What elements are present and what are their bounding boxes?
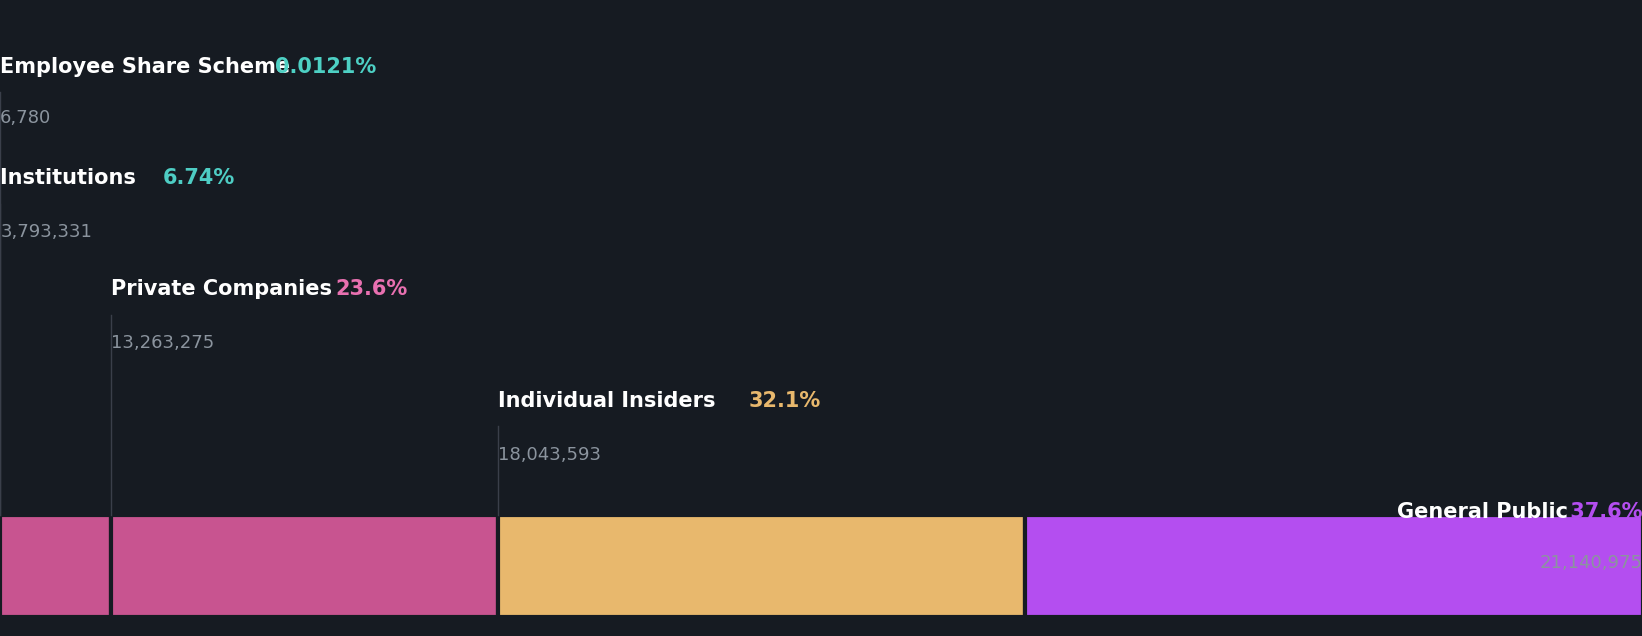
Text: Employee Share Scheme: Employee Share Scheme (0, 57, 297, 77)
Text: 32.1%: 32.1% (749, 391, 821, 411)
Text: 6.74%: 6.74% (163, 168, 235, 188)
Text: 37.6%: 37.6% (1563, 502, 1642, 522)
Text: 21,140,975: 21,140,975 (1540, 554, 1642, 572)
Text: Private Companies: Private Companies (112, 279, 340, 300)
Text: Individual Insiders: Individual Insiders (499, 391, 722, 411)
Text: 6,780: 6,780 (0, 109, 51, 127)
Text: General Public: General Public (1397, 502, 1568, 522)
Bar (499, 515, 1026, 617)
Text: 0.0121%: 0.0121% (274, 57, 376, 77)
Bar (112, 515, 499, 617)
Text: 18,043,593: 18,043,593 (499, 446, 601, 464)
Text: 3,793,331: 3,793,331 (0, 223, 92, 241)
Text: 23.6%: 23.6% (337, 279, 409, 300)
Bar (1026, 515, 1642, 617)
Bar (0, 515, 112, 617)
Text: 13,263,275: 13,263,275 (112, 335, 213, 352)
Text: Institutions: Institutions (0, 168, 143, 188)
